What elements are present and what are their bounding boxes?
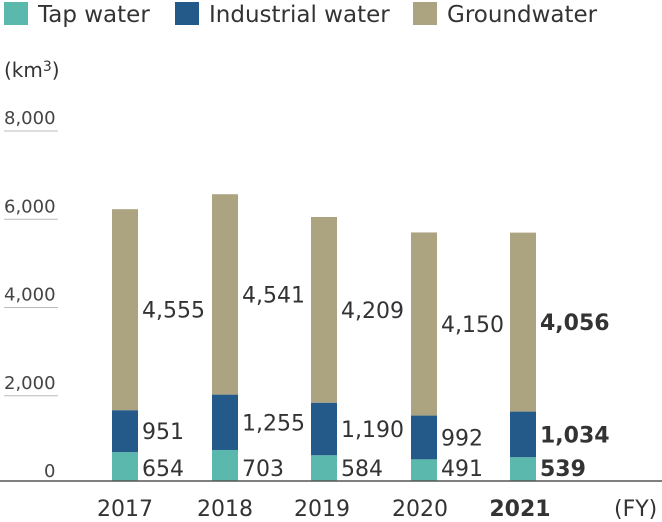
bar-segment xyxy=(311,455,337,481)
legend-swatch-2 xyxy=(175,2,199,25)
data-label: 654 xyxy=(142,457,184,482)
data-label: 4,209 xyxy=(341,299,404,324)
legend-label-3: Groundwater xyxy=(447,2,598,28)
data-label: 992 xyxy=(441,426,483,451)
bar-segment xyxy=(212,449,238,481)
data-label: 703 xyxy=(242,457,284,482)
x-unit-label: (FY) xyxy=(614,497,657,522)
bar-segment xyxy=(510,411,536,458)
data-label: 4,541 xyxy=(242,283,305,308)
bars: 654 951 4,555 703 1,255 4,541 584 1,190 4,209 491… xyxy=(112,194,610,482)
x-tick-label: 2021 xyxy=(489,497,550,522)
x-axis: 2017 2018 2019 2020 2021 xyxy=(97,497,551,522)
x-tick-label: 2020 xyxy=(392,497,448,522)
data-label: 584 xyxy=(341,457,383,482)
legend-swatch-3 xyxy=(413,2,437,25)
y-axis: 0 2,000 4,000 6,000 8,000 xyxy=(4,108,58,482)
data-label: 1,255 xyxy=(242,411,305,436)
bar-segment xyxy=(212,194,238,395)
data-label: 4,150 xyxy=(441,313,504,338)
bar-segment xyxy=(411,232,437,416)
bar-segment xyxy=(311,402,337,456)
x-tick-label: 2017 xyxy=(97,497,153,522)
y-tick-label: 0 xyxy=(44,461,55,482)
data-label: 539 xyxy=(540,457,586,482)
bar-segment xyxy=(112,410,138,453)
data-label: 491 xyxy=(441,457,483,482)
y-unit-label: (km3) xyxy=(4,58,60,82)
y-tick-label: 4,000 xyxy=(4,285,56,306)
data-label: 1,034 xyxy=(540,423,610,448)
legend: Tap water Industrial water Groundwater xyxy=(4,2,598,28)
bar-segment xyxy=(311,217,337,403)
x-tick-label: 2019 xyxy=(294,497,350,522)
bar-segment xyxy=(212,394,238,450)
legend-label-1: Tap water xyxy=(37,2,150,28)
y-tick-label: 6,000 xyxy=(4,196,56,217)
y-tick-label: 2,000 xyxy=(4,373,56,394)
x-tick-label: 2018 xyxy=(197,497,253,522)
bar-segment xyxy=(112,209,138,411)
legend-label-2: Industrial water xyxy=(209,2,390,28)
bar-segment xyxy=(411,415,437,460)
data-label: 951 xyxy=(142,420,184,445)
bar-segment xyxy=(411,459,437,481)
data-label: 4,056 xyxy=(540,311,610,336)
data-label: 1,190 xyxy=(341,418,404,443)
bar-segment xyxy=(510,457,536,481)
bar-segment xyxy=(112,452,138,481)
legend-swatch-1 xyxy=(4,2,28,25)
y-tick-label: 8,000 xyxy=(4,108,56,129)
bar-segment xyxy=(510,232,536,412)
data-label: 4,555 xyxy=(142,299,205,324)
